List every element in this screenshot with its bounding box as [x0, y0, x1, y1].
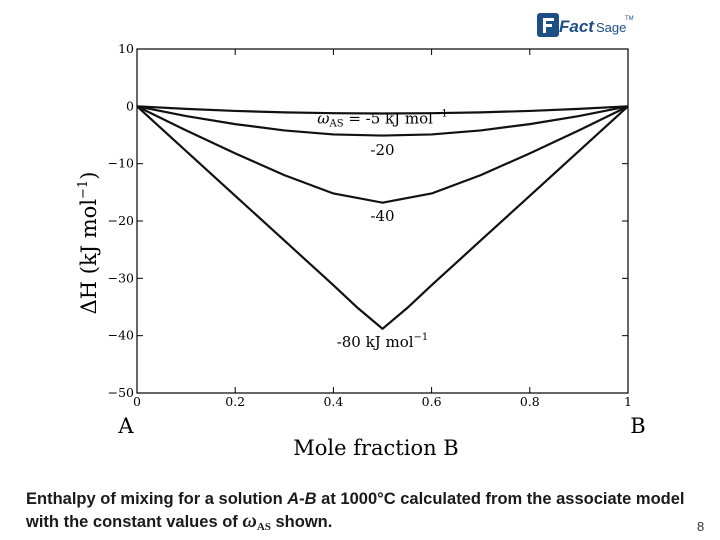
- caption-part-3: at 1000°C calculated from the associate …: [26, 490, 685, 531]
- series-line-minus-5: [136, 105, 629, 115]
- caption-part-4: shown.: [270, 513, 333, 531]
- caption-omega-subscript: AS: [256, 521, 271, 533]
- x-tick-label: 0.8: [520, 394, 540, 409]
- x-end-label-b: B: [630, 414, 645, 438]
- annotation-w80: -80 kJ mol−1: [337, 332, 429, 351]
- factsage-logo: Fact Sage TM: [537, 13, 634, 37]
- x-axis-label: Mole fraction B: [293, 436, 459, 460]
- slide-caption: Enthalpy of mixing for a solution A-B at…: [26, 488, 686, 538]
- logo-mark: [537, 13, 559, 37]
- series-line-minus-20: [136, 105, 629, 137]
- y-tick-label: 0: [126, 98, 134, 113]
- page-number: 8: [697, 519, 705, 534]
- x-tick-label: 0.6: [422, 394, 442, 409]
- y-tick-label: 10: [118, 41, 134, 56]
- y-tick-label: −20: [108, 213, 134, 228]
- annotation-w5: ωAS = -5 kJ mol−1: [317, 109, 447, 130]
- x-end-label-a: A: [117, 414, 134, 438]
- series-line-minus-40: [136, 105, 629, 204]
- y-tick-label: −50: [108, 385, 134, 400]
- caption-solution: A-B: [287, 490, 317, 508]
- y-tick-label: −40: [108, 328, 134, 343]
- logo-text-fact: Fact: [559, 17, 595, 36]
- series-line-minus-80: [136, 105, 629, 330]
- logo-text-sage: Sage: [596, 20, 626, 35]
- x-tick-label: 1: [624, 394, 632, 409]
- x-tick-label: 0.4: [323, 394, 343, 409]
- axis-tick-labels: 0 0.2 0.4 0.6 0.8 1 10 0 −10 −20 −30 −40 −50: [108, 41, 632, 409]
- y-tick-label: −10: [108, 156, 134, 171]
- x-tick-label: 0: [133, 394, 141, 409]
- enthalpy-chart: 0 0.2 0.4 0.6 0.8 1 10 0 −10 −20 −30 −40 −50 ωAS = -…: [76, 41, 646, 460]
- logo-tm: TM: [625, 16, 634, 22]
- annotation-w20: -20: [370, 141, 394, 159]
- caption-part-1: Enthalpy of mixing for a solution: [26, 490, 288, 508]
- y-tick-label: −30: [108, 270, 134, 285]
- y-axis-label: ΔH (kJ mol−1): [76, 172, 101, 315]
- series-layer: [136, 105, 629, 330]
- annotation-layer: ωAS = -5 kJ mol−1 -20 -40 -80 kJ mol−1: [317, 109, 447, 352]
- annotation-w40: -40: [370, 207, 394, 225]
- caption-omega: ω: [242, 510, 257, 532]
- x-tick-label: 0.2: [225, 394, 245, 409]
